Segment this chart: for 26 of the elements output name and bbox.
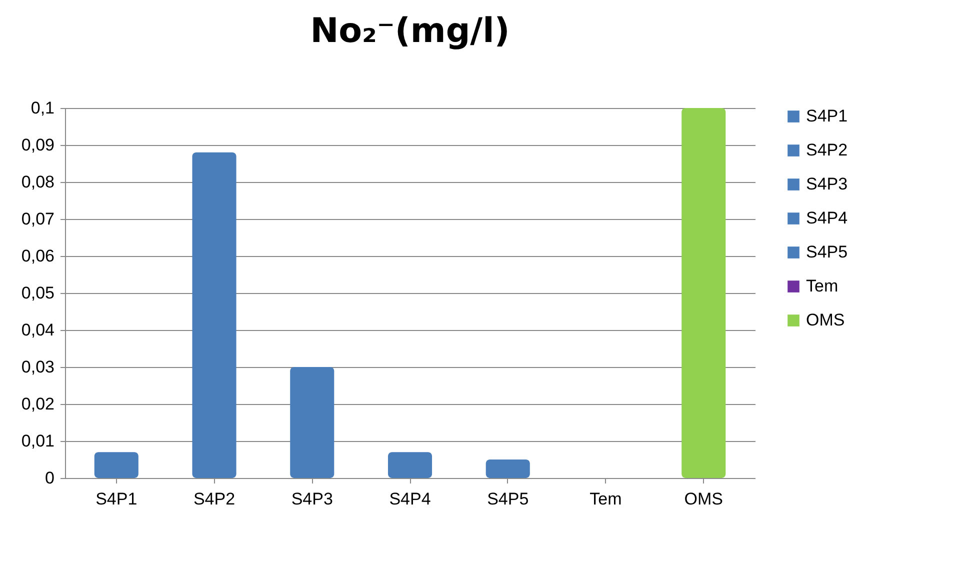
legend-label: OMS bbox=[806, 310, 845, 330]
x-tick-label: OMS bbox=[684, 490, 723, 508]
x-tick-label: S4P3 bbox=[291, 490, 333, 508]
legend-label: S4P1 bbox=[806, 106, 848, 126]
y-tick-label: 0,06 bbox=[21, 246, 54, 266]
x-tick-label: Tem bbox=[590, 490, 622, 508]
x-tick-label: S4P2 bbox=[193, 490, 236, 508]
legend-label: S4P4 bbox=[806, 208, 848, 228]
y-tick-label: 0,07 bbox=[21, 210, 54, 228]
legend-label: Tem bbox=[806, 276, 838, 296]
y-tick-label: 0,02 bbox=[21, 394, 54, 414]
y-tick-label: 0 bbox=[45, 468, 54, 488]
chart-title: No₂⁻(mg/l) bbox=[310, 11, 510, 51]
legend-label: S4P3 bbox=[806, 174, 848, 194]
x-tick-label: S4P4 bbox=[389, 490, 431, 508]
y-tick-label: 0,03 bbox=[21, 358, 54, 376]
x-tick-label: S4P1 bbox=[96, 490, 138, 508]
y-tick-label: 0,09 bbox=[21, 136, 54, 154]
legend-label: S4P5 bbox=[806, 242, 848, 262]
y-tick-label: 0,01 bbox=[21, 432, 54, 450]
x-tick-label: S4P5 bbox=[487, 490, 529, 508]
y-tick-label: 0,08 bbox=[21, 172, 54, 192]
legend-label: S4P2 bbox=[806, 140, 848, 160]
y-tick-label: 0,04 bbox=[21, 320, 54, 340]
y-tick-label: 0,1 bbox=[30, 98, 54, 118]
y-tick-label: 0,05 bbox=[21, 284, 54, 302]
